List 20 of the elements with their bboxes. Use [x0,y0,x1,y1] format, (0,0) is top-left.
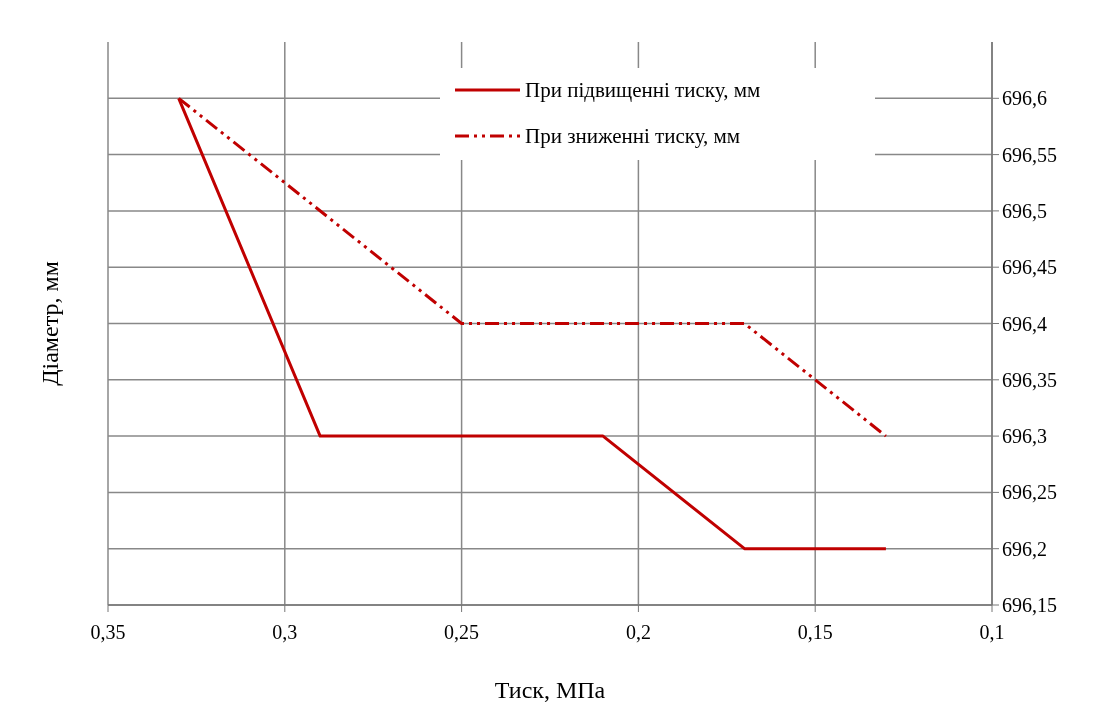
y-tick-label: 696,55 [1002,143,1057,166]
x-tick-label: 0,25 [444,621,480,643]
y-tick-label: 696,3 [1002,425,1047,448]
y-tick-label: 696,5 [1002,199,1047,222]
y-tick-label: 696,2 [1002,537,1047,560]
y-tick-label: 696,25 [1002,481,1057,504]
y-tick-label: 696,15 [1002,594,1057,616]
y-axis-title: Діаметр, мм [37,261,63,386]
x-axis-title: Тиск, МПа [494,677,606,703]
legend-label: При зниженні тиску, мм [525,124,741,148]
y-tick-label: 696,35 [1002,368,1057,391]
legend-label: При підвищенні тиску, мм [525,78,761,102]
y-tick-label: 696,4 [1002,312,1047,335]
y-tick-label: 696,45 [1002,256,1057,279]
x-tick-label: 0,3 [272,621,298,643]
x-tick-label: 0,35 [90,621,126,643]
x-tick-label: 0,1 [979,621,1005,643]
y-tick-label: 696,6 [1002,87,1047,110]
x-tick-label: 0,2 [625,621,651,643]
x-tick-label: 0,15 [797,621,833,643]
